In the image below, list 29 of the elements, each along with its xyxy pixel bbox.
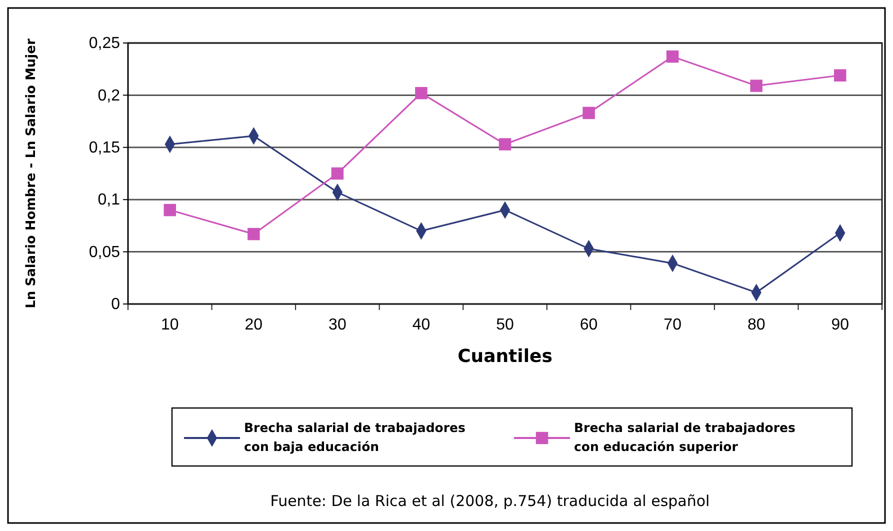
y-axis-title: Ln Salario Hombre - Ln Salario Mujer <box>24 38 39 308</box>
point <box>666 50 679 63</box>
legend-label: Brecha salarial de trabajadores con baja educación <box>244 420 466 454</box>
y-tick-label: 0,1 <box>98 192 120 209</box>
y-tick-label: 0,15 <box>88 140 120 157</box>
y-tick-label: 0,25 <box>88 35 120 52</box>
x-tick-label: 40 <box>412 316 430 334</box>
x-tick-label: 50 <box>496 316 514 334</box>
y-tick-label: 0,2 <box>98 87 120 104</box>
x-tick-label: 90 <box>831 316 850 334</box>
point <box>582 106 595 120</box>
y-tick-label: 0 <box>111 296 120 314</box>
x-tick-label: 30 <box>328 316 346 334</box>
source-note: Fuente: De la Rica et al (2008, p.754) traducida al español <box>270 492 710 510</box>
point <box>498 138 512 150</box>
x-tick-label: 20 <box>244 316 263 334</box>
legend-label: Brecha salarial de trabajadores con educación superior <box>574 420 796 454</box>
x-axis-title: Cuantiles <box>458 346 552 367</box>
x-tick-label: 70 <box>664 316 682 334</box>
x-tick-label: 10 <box>160 316 179 334</box>
point <box>331 167 344 180</box>
point <box>750 80 762 92</box>
point <box>164 204 176 216</box>
y-tick-label: 0,05 <box>88 244 120 261</box>
point <box>248 228 260 240</box>
x-tick-label: 60 <box>580 316 598 334</box>
point <box>415 86 428 100</box>
x-tick-label: 80 <box>747 316 766 334</box>
point <box>834 69 846 82</box>
